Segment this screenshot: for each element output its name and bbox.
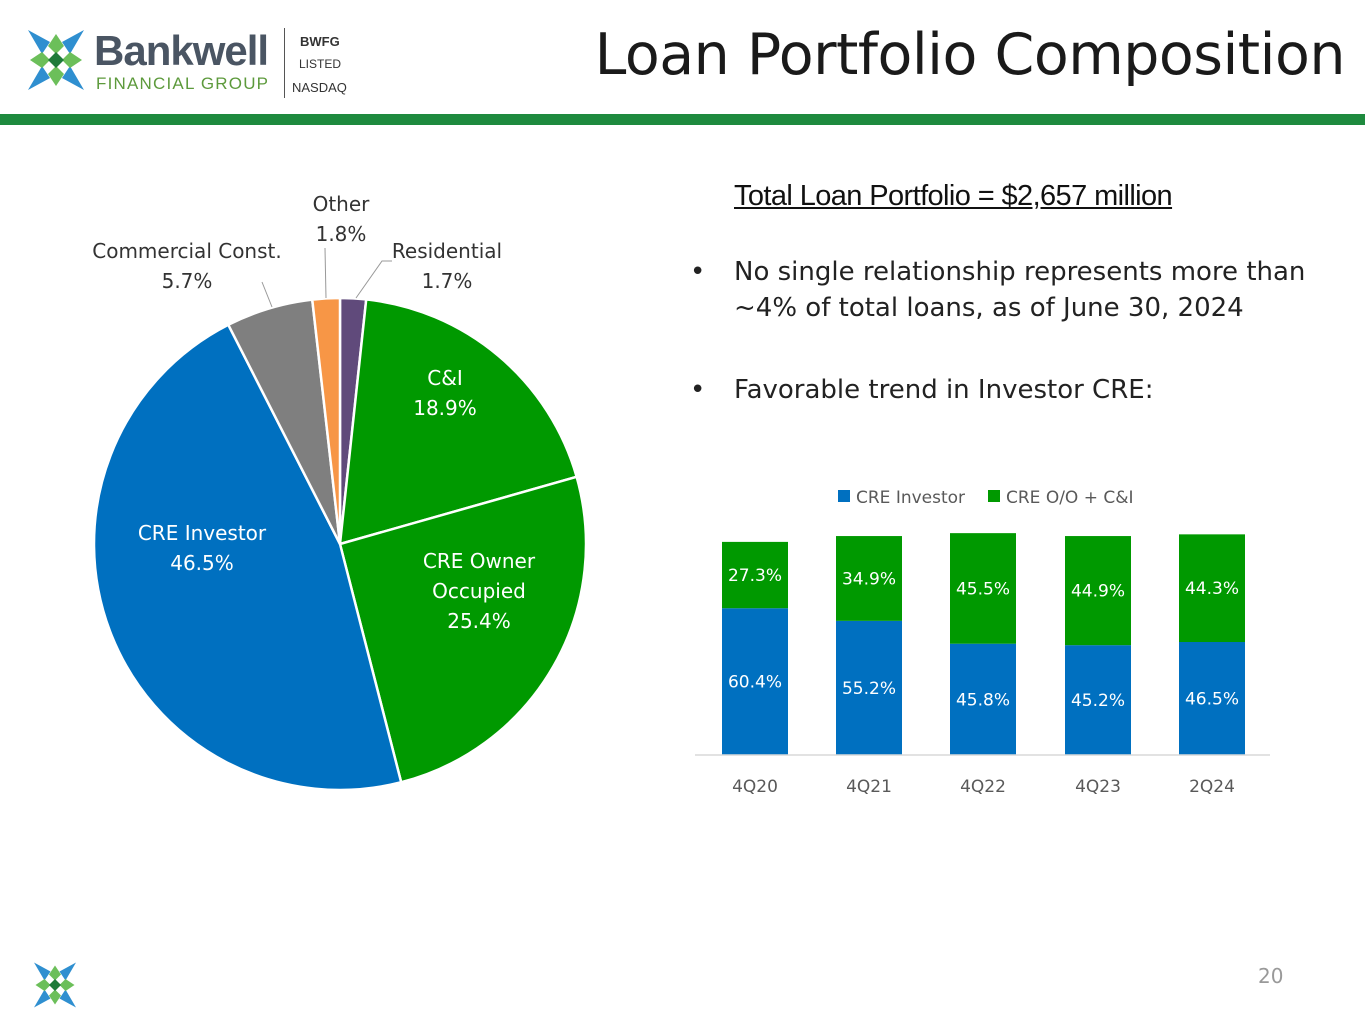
x-tick-label: 2Q24 [1189,777,1235,797]
bar-data-label: 34.9% [842,569,896,589]
bankwell-logo-icon [28,30,84,90]
bar-segment-cre-investor [836,620,902,755]
bar-segment-cre-investor [722,608,788,755]
bar-data-label: 45.8% [956,690,1010,710]
bar-data-label: 60.4% [728,673,782,693]
bar-segment-cre-oo-ci [836,536,902,621]
bar-segment-cre-oo-ci [950,533,1016,644]
pie-slice-cre-investor [92,323,403,792]
bullet-marker: • [690,375,706,405]
bullet-trend: Favorable trend in Investor CRE: [734,375,1154,405]
footer-logo-icon [34,962,76,1008]
page-number: 20 [1258,964,1284,988]
pie-label: Other 1.8% [313,192,371,246]
bar-segment-cre-investor [1065,645,1131,755]
pie-slice-cre-owner-occupied [338,475,588,784]
legend-label: CRE O/O + C&I [1006,488,1134,508]
legend-label: CRE Investor [856,488,965,508]
legend-swatch [988,490,1000,502]
bullet-marker: • [690,257,706,287]
legend-swatch [838,490,850,502]
bar-data-label: 45.2% [1071,691,1125,711]
bar-segment-cre-oo-ci [1179,534,1245,643]
x-tick-label: 4Q23 [1075,777,1121,797]
pie-label: CRE Investor 46.5% [138,521,267,575]
bar-data-label: 27.3% [728,566,782,586]
logo-wordmark: Bankwell [94,27,269,74]
x-tick-label: 4Q20 [732,777,778,797]
pie-leader-line [261,281,273,308]
bar-data-label: 44.9% [1071,582,1125,602]
cre-trend-bar-chart: CRE Investor CRE O/O + C&I 60.4% 27.3% 55.2… [695,488,1270,797]
ticker-symbol: BWFG [300,34,340,49]
logo-divider [284,28,285,98]
x-tick-label: 4Q21 [846,777,892,797]
bullet-concentration: No single relationship represents more t… [734,257,1306,323]
bar-segment-cre-investor [1179,642,1245,755]
pie-label: CRE Owner Occupied 25.4% [423,549,536,633]
pie-slice-c-i [338,298,579,546]
bar-data-label: 44.3% [1185,579,1239,599]
bar-segment-cre-oo-ci [722,541,788,609]
x-tick-label: 4Q22 [960,777,1006,797]
header-rule [0,114,1365,125]
pie-leader-line [355,260,392,299]
pie-label: Residential 1.7% [392,239,502,293]
pie-leader-line [324,247,327,299]
bar-segment-cre-investor [950,643,1016,755]
pie-slice-other [310,296,342,545]
page-title: Loan Portfolio Composition [594,22,1346,88]
pie-label: Commercial Const. 5.7% [92,239,281,293]
total-loan-portfolio: Total Loan Portfolio = $2,657 million [734,180,1173,212]
loan-composition-pie-chart: Residential 1.7% C&I 18.9% CRE Owner Occupied… [92,192,588,792]
bar-data-label: 46.5% [1185,690,1239,710]
bar-data-label: 45.5% [956,579,1010,599]
bar-data-label: 55.2% [842,679,896,699]
bar-segment-cre-oo-ci [1065,536,1131,646]
pie-label: C&I 18.9% [413,366,477,420]
listed-label: LISTED [299,57,342,71]
logo-subtitle: FINANCIAL GROUP [96,74,270,93]
exchange-label: NASDAQ [292,80,347,95]
